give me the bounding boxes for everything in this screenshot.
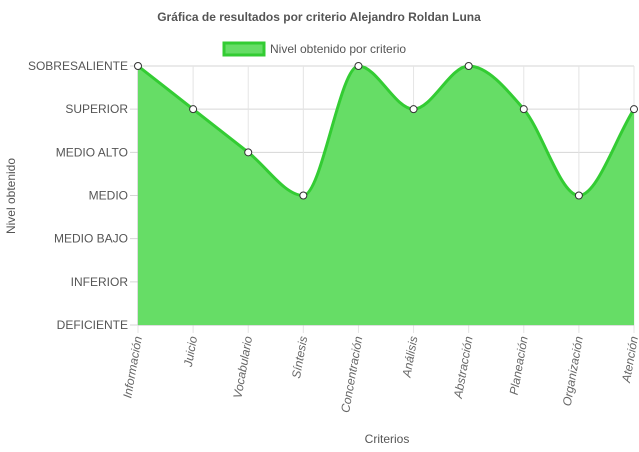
data-point-4[interactable] xyxy=(299,191,308,200)
data-points xyxy=(134,62,638,200)
x-tick-label: Planeación xyxy=(507,335,531,396)
y-axis-ticks: DEFICIENTE INFERIOR MEDIO BAJO MEDIO MEDIO A… xyxy=(28,59,128,332)
data-point-7[interactable] xyxy=(464,62,473,70)
legend-label: Nivel obtenido por criterio xyxy=(270,42,406,56)
series-area xyxy=(137,64,636,325)
x-tick-label: Síntesis xyxy=(289,335,310,379)
series-fill xyxy=(138,66,634,325)
x-tick-label: Atención xyxy=(619,335,639,385)
data-point-8[interactable] xyxy=(519,105,528,114)
x-tick-label: Abstracción xyxy=(451,335,476,400)
x-axis-ticks: Información Juicio Vocabulario Síntesis Conc… xyxy=(120,335,639,414)
y-tick-label: SUPERIOR xyxy=(65,102,128,116)
x-tick-label: Información xyxy=(120,335,145,399)
legend[interactable]: Nivel obtenido por criterio xyxy=(222,41,406,57)
x-tick-label: Concentración xyxy=(338,335,365,414)
x-tick-label: Análisis xyxy=(399,335,420,379)
series-line xyxy=(137,64,636,198)
data-point-3[interactable] xyxy=(244,148,253,157)
chart-title: Gráfica de resultados por criterio Aleja… xyxy=(157,10,481,24)
data-point-2[interactable] xyxy=(189,105,198,114)
y-tick-label: MEDIO xyxy=(89,189,128,203)
y-tick-label: DEFICIENTE xyxy=(57,318,128,332)
y-tick-label: INFERIOR xyxy=(71,275,129,289)
data-point-6[interactable] xyxy=(409,105,418,114)
y-axis-title: Nivel obtenido xyxy=(4,158,18,234)
x-tick-label: Organización xyxy=(560,335,586,407)
y-tick-label: SOBRESALIENTE xyxy=(28,59,128,73)
x-axis-title: Criterios xyxy=(365,432,410,446)
x-tick-label: Juicio xyxy=(181,335,200,369)
y-tick-label: MEDIO BAJO xyxy=(54,232,128,246)
y-tick-label: MEDIO ALTO xyxy=(56,145,128,159)
data-point-9[interactable] xyxy=(574,191,583,200)
data-point-1[interactable] xyxy=(134,62,142,70)
x-tick-label: Vocabulario xyxy=(230,335,255,400)
legend-swatch xyxy=(222,41,266,57)
data-point-10[interactable] xyxy=(630,105,638,114)
data-point-5[interactable] xyxy=(354,62,363,70)
